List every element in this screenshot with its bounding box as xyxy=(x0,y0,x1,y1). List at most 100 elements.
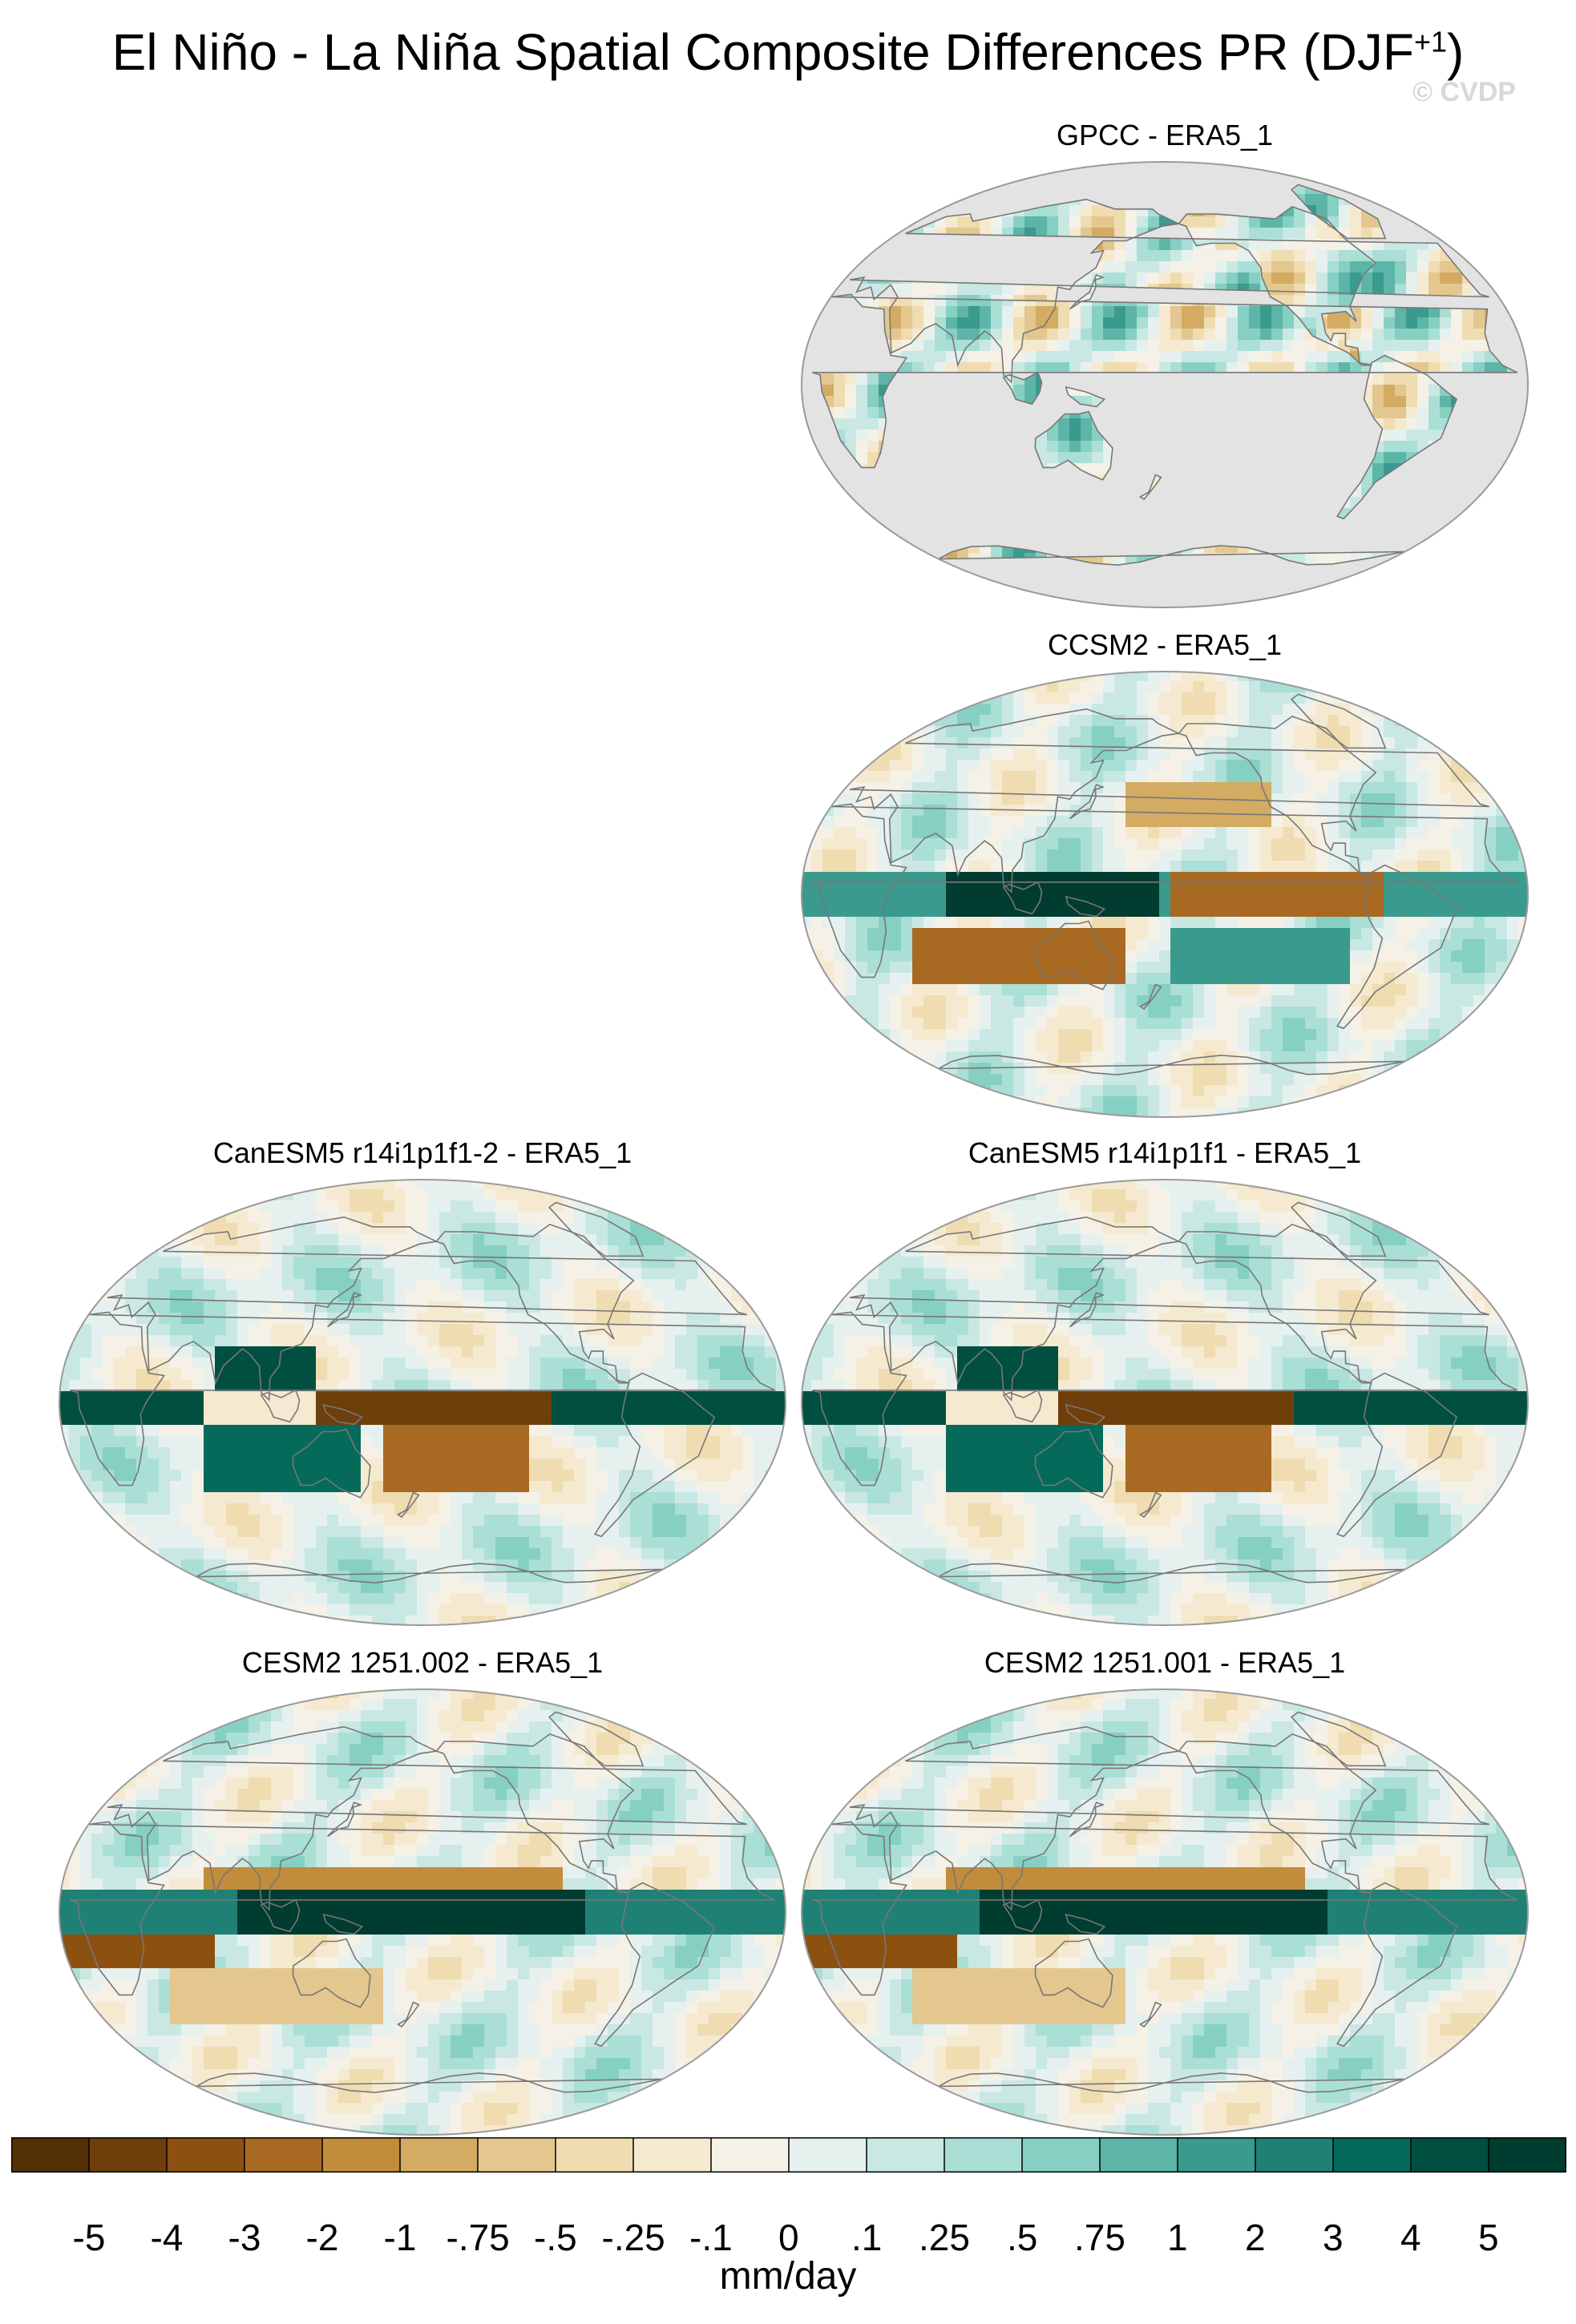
precip-cell xyxy=(1518,531,1530,542)
precip-cell xyxy=(856,205,867,216)
precip-cell xyxy=(1170,306,1182,317)
precip-cell xyxy=(935,329,946,340)
precip-cell xyxy=(923,171,935,183)
precip-cell xyxy=(980,340,991,351)
precip-cell xyxy=(923,340,935,351)
precip-cell xyxy=(1485,216,1489,228)
precip-cell xyxy=(901,362,912,373)
precip-cell xyxy=(1518,441,1530,452)
precip-cell xyxy=(1170,340,1182,351)
precip-cell xyxy=(1159,340,1170,351)
precip-cell xyxy=(1518,261,1530,272)
precip-cell xyxy=(800,171,811,183)
precip-cell xyxy=(1518,306,1530,317)
precip-cell xyxy=(1496,171,1507,183)
precip-cell xyxy=(946,160,957,171)
precip-cell xyxy=(1518,306,1530,317)
precip-cell xyxy=(1204,261,1215,272)
precip-cell xyxy=(800,452,811,463)
precip-cell xyxy=(822,160,834,171)
precip-cell xyxy=(834,239,845,250)
precip-cell xyxy=(923,329,935,340)
precip-cell xyxy=(845,373,856,385)
precip-cell xyxy=(1361,171,1372,183)
precip-cell xyxy=(1294,329,1305,340)
precip-cell xyxy=(1316,171,1327,183)
precip-cell xyxy=(879,160,890,171)
precip-cell xyxy=(1451,216,1462,228)
precip-cell xyxy=(901,329,912,340)
precip-cell xyxy=(1485,228,1496,239)
precip-cell xyxy=(1507,463,1517,468)
precip-cell xyxy=(1395,199,1406,205)
precip-cell xyxy=(1069,329,1081,340)
precip-cell xyxy=(822,216,834,228)
precip-cell xyxy=(1473,160,1485,171)
precip-cell xyxy=(1451,598,1462,609)
precip-cell xyxy=(1339,598,1350,609)
precip-cell xyxy=(1372,329,1384,340)
precip-cell xyxy=(845,508,856,519)
precip-cell xyxy=(856,564,867,575)
precip-cell xyxy=(845,564,856,575)
precip-cell xyxy=(901,284,912,295)
precip-cell xyxy=(850,216,856,228)
precip-cell xyxy=(1518,272,1530,284)
precip-cell xyxy=(1451,171,1462,183)
precip-cell xyxy=(1473,351,1485,362)
precip-cell xyxy=(800,250,811,261)
precip-cell xyxy=(1485,519,1496,531)
precip-cell xyxy=(822,284,834,295)
precip-cell xyxy=(1518,317,1530,329)
precip-cell xyxy=(1496,228,1507,239)
precip-cell xyxy=(901,183,912,194)
precip-cell xyxy=(879,575,890,587)
precip-cell xyxy=(1260,317,1271,329)
precip-cell xyxy=(811,228,822,239)
precip-cell xyxy=(1462,531,1473,542)
precip-cell xyxy=(1103,362,1114,373)
precip-cell xyxy=(1406,284,1417,295)
precip-cell xyxy=(1496,486,1507,497)
precip-cell xyxy=(811,228,822,239)
precip-cell xyxy=(1451,171,1462,183)
precip-cell xyxy=(1496,205,1507,216)
precip-cell xyxy=(856,519,867,531)
precip-cell xyxy=(879,228,890,239)
precip-cell xyxy=(800,531,811,542)
precip-cell xyxy=(1462,228,1473,239)
precip-cell xyxy=(800,171,811,183)
precip-cell xyxy=(867,587,879,598)
precip-cell xyxy=(1406,160,1417,171)
precip-cell xyxy=(1361,575,1372,587)
precip-cell xyxy=(1440,351,1451,362)
precip-cell xyxy=(1485,183,1496,194)
precip-cell xyxy=(856,407,867,418)
precip-cell xyxy=(850,250,856,261)
precip-cell xyxy=(822,294,834,295)
precip-cell xyxy=(800,194,811,205)
precip-cell xyxy=(1327,160,1339,171)
precip-cell xyxy=(1327,171,1339,183)
precip-cell xyxy=(834,160,845,171)
precip-cell xyxy=(1429,340,1440,351)
precip-cell xyxy=(800,160,811,171)
precip-cell xyxy=(834,508,845,519)
precip-cell xyxy=(800,519,811,531)
precip-cell xyxy=(1518,284,1530,295)
precip-cell xyxy=(1485,261,1489,272)
precip-cell xyxy=(1507,261,1518,272)
precip-cell xyxy=(1024,160,1036,171)
precip-cell xyxy=(991,284,1002,295)
precip-cell xyxy=(912,351,923,362)
precip-cell xyxy=(1081,340,1092,351)
precip-cell xyxy=(811,564,822,575)
precip-cell xyxy=(1069,199,1081,205)
precip-cell xyxy=(856,228,867,239)
precip-cell xyxy=(1451,362,1462,373)
precip-cell xyxy=(1159,261,1170,272)
precip-cell xyxy=(1013,284,1024,295)
precip-cell xyxy=(1473,329,1485,340)
precip-cell xyxy=(834,171,845,183)
precip-cell xyxy=(812,295,822,306)
